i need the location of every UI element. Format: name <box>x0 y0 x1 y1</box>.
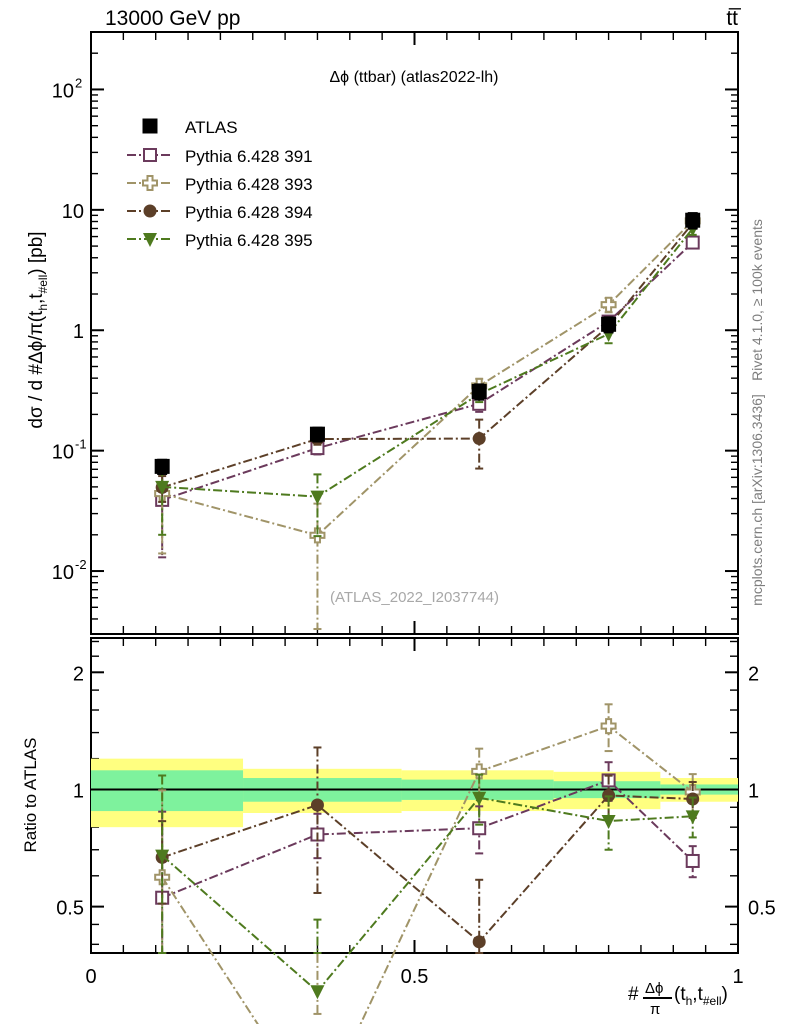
legend-label: Pythia 6.428 391 <box>185 147 313 166</box>
marker-circle-filled <box>472 432 486 446</box>
ratio-ytick-label-right: 0.5 <box>748 898 776 920</box>
xlabel-fraction-denominator: π <box>650 1001 660 1018</box>
main-ytick-label: 10 <box>62 201 84 223</box>
ratio-ylabel: Ratio to ATLAS <box>21 738 40 853</box>
series-pythia-6-428-395 <box>155 221 700 538</box>
marker-triangle-down-filled <box>143 233 157 247</box>
marker-cross-open <box>600 718 617 735</box>
marker-circle-filled <box>310 798 324 812</box>
main-ytick-label: 10 <box>52 562 74 584</box>
main-line <box>161 222 694 489</box>
main-ylabel: dσ / d #Δϕ/π(th,t#ell) [pb] <box>26 231 50 428</box>
main-data-layer <box>154 212 701 631</box>
marker-cross-open <box>142 175 158 191</box>
marker-triangle-down-filled <box>601 814 616 829</box>
series-pythia-6-428-393 <box>154 212 701 631</box>
marker-circle-filled <box>472 935 486 949</box>
legend-item-3[interactable]: Pythia 6.428 394 <box>127 203 313 222</box>
header-left: 13000 GeV pp <box>105 7 240 30</box>
main-line <box>161 241 694 501</box>
xlabel-args: (th,t#ell) <box>674 984 728 1008</box>
ratio-ytick-label: 2 <box>73 663 84 685</box>
legend-item-4[interactable]: Pythia 6.428 395 <box>127 231 313 250</box>
ratio-data-layer <box>154 703 701 1024</box>
marker-triangle-down-filled <box>472 791 487 806</box>
marker-square-open <box>685 853 700 868</box>
xtick-label: 0 <box>85 966 96 988</box>
ratio-line <box>161 796 693 993</box>
xlabel-fraction-numerator: Δϕ <box>645 980 663 997</box>
marker-square-filled <box>685 212 701 228</box>
ratio-ytick-label-right: 2 <box>748 663 759 685</box>
legend-label: Pythia 6.428 394 <box>185 203 313 222</box>
main-ytick-label: 10 <box>52 442 74 464</box>
ratio-ytick-label-right: 1 <box>748 780 759 802</box>
main-ytick-exponent: 2 <box>75 75 82 90</box>
ratio-band-inner <box>91 770 244 812</box>
ratio-ylabel-text: Ratio to ATLAS <box>21 738 40 853</box>
marker-triangle-down-filled <box>155 849 170 864</box>
main-line <box>162 227 694 498</box>
xtick-label: 0.5 <box>401 966 429 988</box>
main-ytick-label: 1 <box>73 321 84 343</box>
marker-square-filled <box>309 426 325 442</box>
xlabel-text: # <box>628 984 639 1005</box>
ratio-ytick-label: 1 <box>73 780 84 802</box>
legend-item-0[interactable]: ATLAS <box>142 118 238 137</box>
legend-item-1[interactable]: Pythia 6.428 391 <box>127 147 313 166</box>
header-right: tt̅ <box>726 7 742 30</box>
main-ytick-exponent: -2 <box>75 557 87 572</box>
marker-square-filled <box>601 316 617 332</box>
marker-square-filled <box>154 458 170 474</box>
marker-square-open <box>143 148 157 162</box>
xlabel-group: # Δϕ π (th,t#ell) <box>628 980 728 1018</box>
marker-circle-filled <box>143 204 157 218</box>
series-pythia-6-428-394 <box>155 216 700 503</box>
ratio-series-pythia-6-428-395 <box>155 773 700 1000</box>
marker-square-filled <box>142 118 158 134</box>
marker-triangle-down-filled <box>155 480 170 495</box>
side-text-rivet: Rivet 4.1.0, ≥ 100k events <box>749 219 765 381</box>
legend-label: Pythia 6.428 393 <box>185 175 313 194</box>
ratio-ytick-label: 0.5 <box>56 898 84 920</box>
legend-label: ATLAS <box>185 118 238 137</box>
legend-label: Pythia 6.428 395 <box>185 231 313 250</box>
main-ylabel-text: dσ / d #Δϕ/π(th,t#ell) [pb] <box>26 231 50 428</box>
main-ytick-label: 10 <box>52 80 74 102</box>
marker-triangle-down-filled <box>310 490 325 505</box>
dataset-watermark: (ATLAS_2022_I2037744) <box>330 589 499 606</box>
marker-triangle-down-filled <box>310 985 325 1000</box>
main-ytick-exponent: -1 <box>75 437 87 452</box>
xtick-label: 1 <box>732 966 743 988</box>
marker-square-filled <box>471 383 487 399</box>
marker-square-open <box>685 235 700 250</box>
marker-cross-open <box>471 763 488 780</box>
side-text-mcplots: mcplots.cern.ch [arXiv:1306.3436] <box>749 394 765 606</box>
plot-annotation: Δϕ (ttbar) (atlas2022-lh) <box>329 69 498 86</box>
series-pythia-6-428-391 <box>155 235 700 559</box>
marker-triangle-down-filled <box>685 810 700 825</box>
main-line <box>161 220 694 537</box>
marker-cross-open <box>600 296 617 313</box>
series-atlas <box>154 212 701 475</box>
legend-item-2[interactable]: Pythia 6.428 393 <box>127 175 313 194</box>
